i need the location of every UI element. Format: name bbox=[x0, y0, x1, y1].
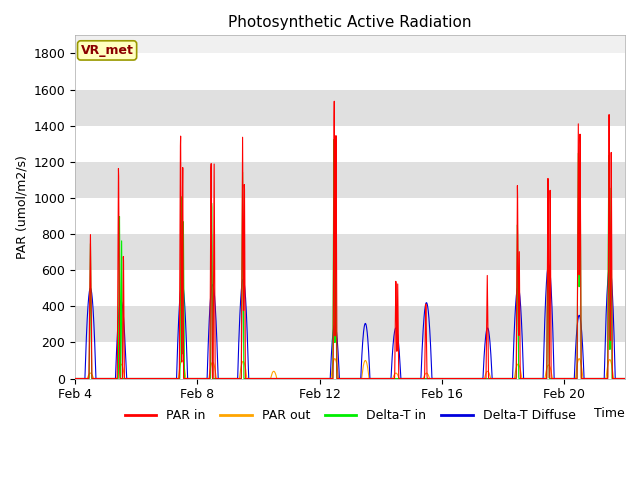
Bar bbox=[75, 234, 625, 270]
Text: VR_met: VR_met bbox=[81, 44, 134, 57]
Bar bbox=[75, 126, 625, 162]
Bar bbox=[75, 162, 625, 198]
Bar bbox=[75, 89, 625, 126]
Bar bbox=[75, 270, 625, 306]
Bar bbox=[75, 198, 625, 234]
Y-axis label: PAR (umol/m2/s): PAR (umol/m2/s) bbox=[15, 155, 28, 259]
X-axis label: Time: Time bbox=[595, 407, 625, 420]
Title: Photosynthetic Active Radiation: Photosynthetic Active Radiation bbox=[228, 15, 472, 30]
Bar bbox=[75, 342, 625, 379]
Bar bbox=[75, 306, 625, 342]
Bar bbox=[75, 53, 625, 89]
Legend: PAR in, PAR out, Delta-T in, Delta-T Diffuse: PAR in, PAR out, Delta-T in, Delta-T Dif… bbox=[120, 404, 580, 427]
